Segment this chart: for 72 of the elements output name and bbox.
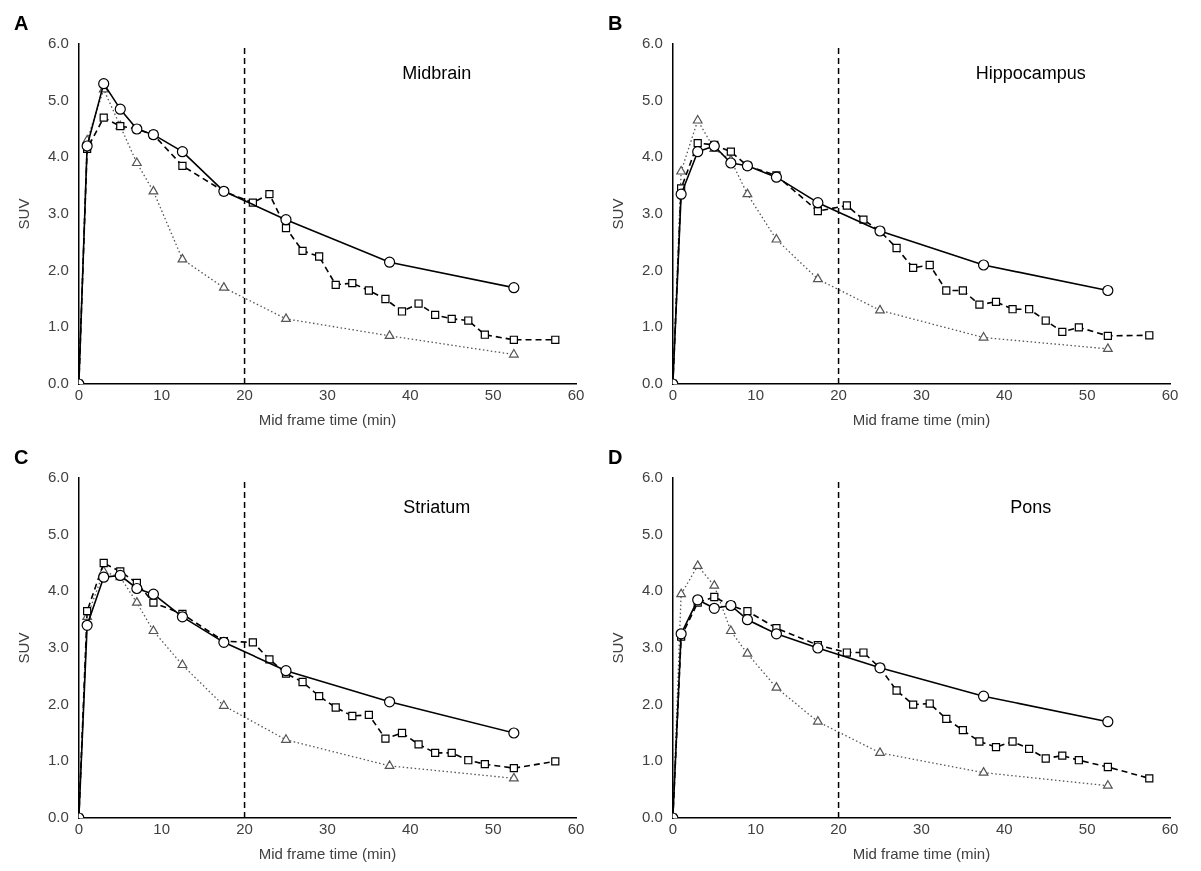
y-tick-label: 6.0 <box>641 34 663 52</box>
y-tick-label: 2.0 <box>47 260 69 278</box>
annotation: Pons <box>1010 496 1052 517</box>
y-tick-label: 6.0 <box>641 468 663 486</box>
x-tick-label: 30 <box>319 386 336 404</box>
y-tick-label: 0.0 <box>47 374 69 392</box>
x-tick-label: 60 <box>567 820 585 838</box>
y-tick-label: 4.0 <box>47 581 69 599</box>
x-tick-label: 40 <box>401 820 419 838</box>
x-tick-label: 50 <box>1078 386 1096 404</box>
y-tick-label: 4.0 <box>641 581 663 599</box>
x-tick-label: 50 <box>484 386 502 404</box>
x-tick-label: 40 <box>401 386 419 404</box>
x-tick-label: 30 <box>913 820 930 838</box>
y-tick-label: 3.0 <box>641 638 663 656</box>
x-tick-label: 40 <box>995 386 1013 404</box>
x-tick-label: 20 <box>830 820 847 838</box>
y-tick-label: 1.0 <box>47 751 69 769</box>
chart-title: D <box>608 446 623 469</box>
annotation: Striatum <box>403 496 471 517</box>
x-axis-title: Mid frame time (min) <box>258 411 397 429</box>
y-axis-title: SUV <box>609 632 627 664</box>
x-tick-label: 60 <box>1161 820 1179 838</box>
y-tick-label: 1.0 <box>641 751 663 769</box>
chart-title: B <box>608 12 623 35</box>
x-axis-title: Mid frame time (min) <box>852 411 991 429</box>
y-tick-label: 2.0 <box>641 260 663 278</box>
y-tick-label: 0.0 <box>641 374 663 392</box>
y-tick-label: 3.0 <box>641 204 663 222</box>
x-tick-label: 10 <box>747 820 765 838</box>
annotation: Hippocampus <box>975 62 1086 83</box>
y-tick-label: 6.0 <box>47 34 69 52</box>
chart-title: A <box>14 12 29 35</box>
chart-title: C <box>14 446 29 469</box>
y-tick-label: 3.0 <box>47 638 69 656</box>
x-tick-label: 40 <box>995 820 1013 838</box>
x-tick-label: 10 <box>153 386 171 404</box>
y-tick-label: 0.0 <box>641 808 663 826</box>
x-tick-label: 0 <box>668 386 678 404</box>
x-tick-label: 20 <box>830 386 847 404</box>
x-tick-label: 20 <box>236 820 253 838</box>
x-tick-label: 30 <box>913 386 930 404</box>
annotation: Midbrain <box>402 62 472 83</box>
y-tick-label: 4.0 <box>47 147 69 165</box>
y-tick-label: 1.0 <box>641 317 663 335</box>
y-tick-label: 1.0 <box>47 317 69 335</box>
x-tick-label: 10 <box>747 386 765 404</box>
x-axis-title: Mid frame time (min) <box>258 845 397 863</box>
x-axis-title: Mid frame time (min) <box>852 845 991 863</box>
y-tick-label: 5.0 <box>641 524 663 542</box>
y-tick-label: 6.0 <box>47 468 69 486</box>
y-tick-label: 2.0 <box>641 694 663 712</box>
x-tick-label: 50 <box>484 820 502 838</box>
x-tick-label: 60 <box>567 386 585 404</box>
y-tick-label: 2.0 <box>47 694 69 712</box>
y-axis-title: SUV <box>609 198 627 230</box>
x-tick-label: 0 <box>74 386 84 404</box>
x-tick-label: 50 <box>1078 820 1096 838</box>
x-tick-label: 60 <box>1161 386 1179 404</box>
x-tick-label: 0 <box>668 820 678 838</box>
y-tick-label: 0.0 <box>47 808 69 826</box>
x-tick-label: 10 <box>153 820 171 838</box>
y-axis-title: SUV <box>15 632 33 664</box>
y-tick-label: 5.0 <box>641 90 663 108</box>
y-tick-label: 4.0 <box>641 147 663 165</box>
y-axis-title: SUV <box>15 198 33 230</box>
y-tick-label: 5.0 <box>47 524 69 542</box>
x-tick-label: 20 <box>236 386 253 404</box>
x-tick-label: 30 <box>319 820 336 838</box>
y-tick-label: 5.0 <box>47 90 69 108</box>
y-tick-label: 3.0 <box>47 204 69 222</box>
x-tick-label: 0 <box>74 820 84 838</box>
